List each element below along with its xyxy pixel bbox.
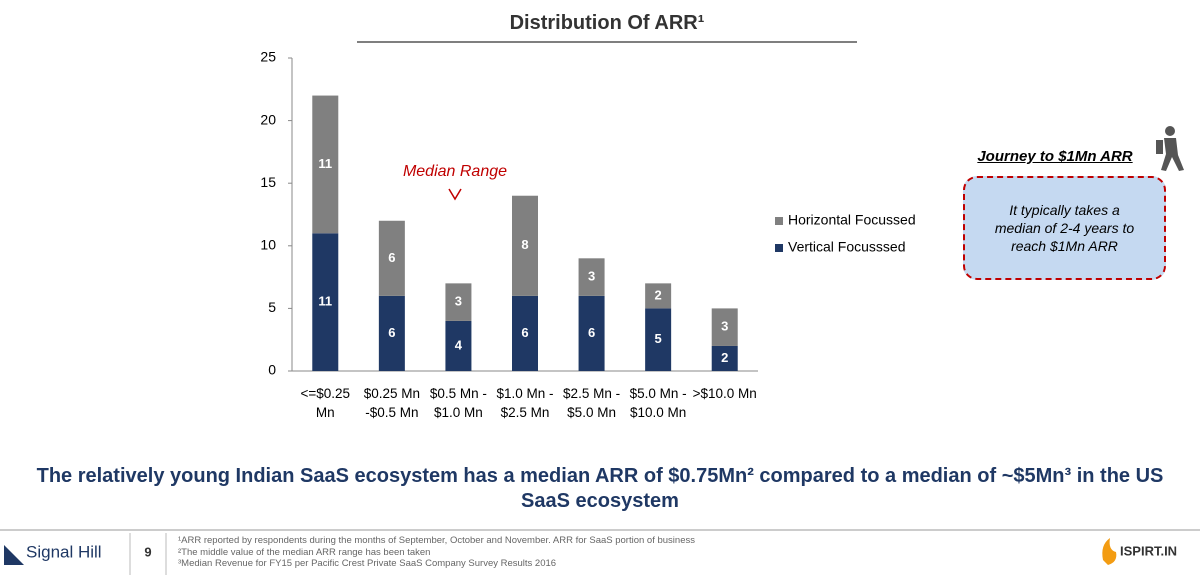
y-tick-label: 25 — [260, 49, 276, 65]
x-tick-label: $1.0 Mn - $2.5 Mn — [496, 386, 554, 420]
x-tick-label: >$10.0 Mn — [692, 386, 757, 401]
data-label: 5 — [655, 331, 662, 346]
bar-segment — [645, 283, 672, 309]
data-label: 11 — [318, 156, 332, 171]
bar-segment — [312, 95, 339, 234]
headline: The relatively young Indian SaaS ecosyst… — [36, 465, 1164, 512]
data-label: 3 — [455, 294, 462, 309]
legend-swatch — [775, 217, 783, 225]
partner: ISPIRT.IN — [1120, 543, 1177, 558]
data-label: 2 — [721, 350, 728, 365]
legend-label: Horizontal Focussed — [788, 212, 916, 228]
footnote: ²The middle value of the median ARR rang… — [178, 546, 431, 558]
data-label: 3 — [721, 319, 728, 334]
legend-label: Vertical Focusssed — [788, 239, 906, 255]
footnote: ³Median Revenue for FY15 per Pacific Cre… — [178, 558, 557, 569]
median-arrow — [448, 188, 462, 201]
y-tick-label: 20 — [260, 111, 276, 127]
legend-swatch — [775, 244, 783, 252]
bar-segment — [578, 258, 605, 296]
bar-segment — [445, 320, 472, 371]
callout-heading: Journey to $1Mn ARR — [977, 148, 1133, 165]
bar-segment — [445, 283, 472, 321]
data-label: 6 — [388, 325, 395, 340]
data-label: 3 — [588, 269, 595, 284]
footnote: ¹ARR reported by respondents during the … — [178, 535, 695, 546]
data-label: 2 — [655, 287, 662, 302]
bar-segment — [578, 295, 605, 371]
bar-segment — [378, 220, 405, 296]
y-tick-label: 5 — [268, 299, 276, 315]
page-number: 9 — [144, 544, 151, 559]
x-tick-label: $0.25 Mn -$0.5 Mn — [363, 386, 420, 420]
data-label: 11 — [318, 294, 332, 309]
data-label: 6 — [388, 250, 395, 265]
brand: Signal Hill — [26, 542, 102, 561]
y-tick-label: 15 — [260, 174, 276, 190]
bar-segment — [512, 195, 538, 296]
data-label: 8 — [521, 237, 528, 252]
x-tick-label: $0.5 Mn - $1.0 Mn — [429, 386, 487, 420]
data-label: 6 — [521, 325, 528, 340]
bar-segment — [312, 233, 339, 371]
bar-segment — [711, 345, 738, 371]
y-tick-label: 10 — [260, 237, 276, 253]
callout-box: It typically takes a median of 2-4 years… — [963, 176, 1166, 280]
data-label: 6 — [588, 325, 595, 340]
bar-segment — [512, 295, 538, 371]
x-tick-label: $5.0 Mn - $10.0 Mn — [629, 386, 687, 420]
footnotes: ¹ARR reported by respondents during the … — [178, 535, 878, 570]
partner-logo — [1102, 538, 1117, 565]
hiker-icon — [1156, 126, 1184, 171]
callout-text: It typically takes a median of 2-4 years… — [994, 202, 1135, 254]
bar-segment — [645, 308, 672, 371]
brand-logo — [4, 545, 24, 565]
data-label: 4 — [455, 337, 463, 352]
bar-segment — [378, 295, 405, 371]
annotation: Median Range — [403, 163, 507, 180]
y-tick-label: 0 — [268, 362, 276, 378]
chart-title: Distribution Of ARR¹ — [509, 12, 705, 34]
x-tick-label: $2.5 Mn - $5.0 Mn — [563, 386, 621, 420]
x-tick-label: <=$0.25 Mn — [300, 386, 351, 420]
bar-segment — [711, 308, 738, 346]
